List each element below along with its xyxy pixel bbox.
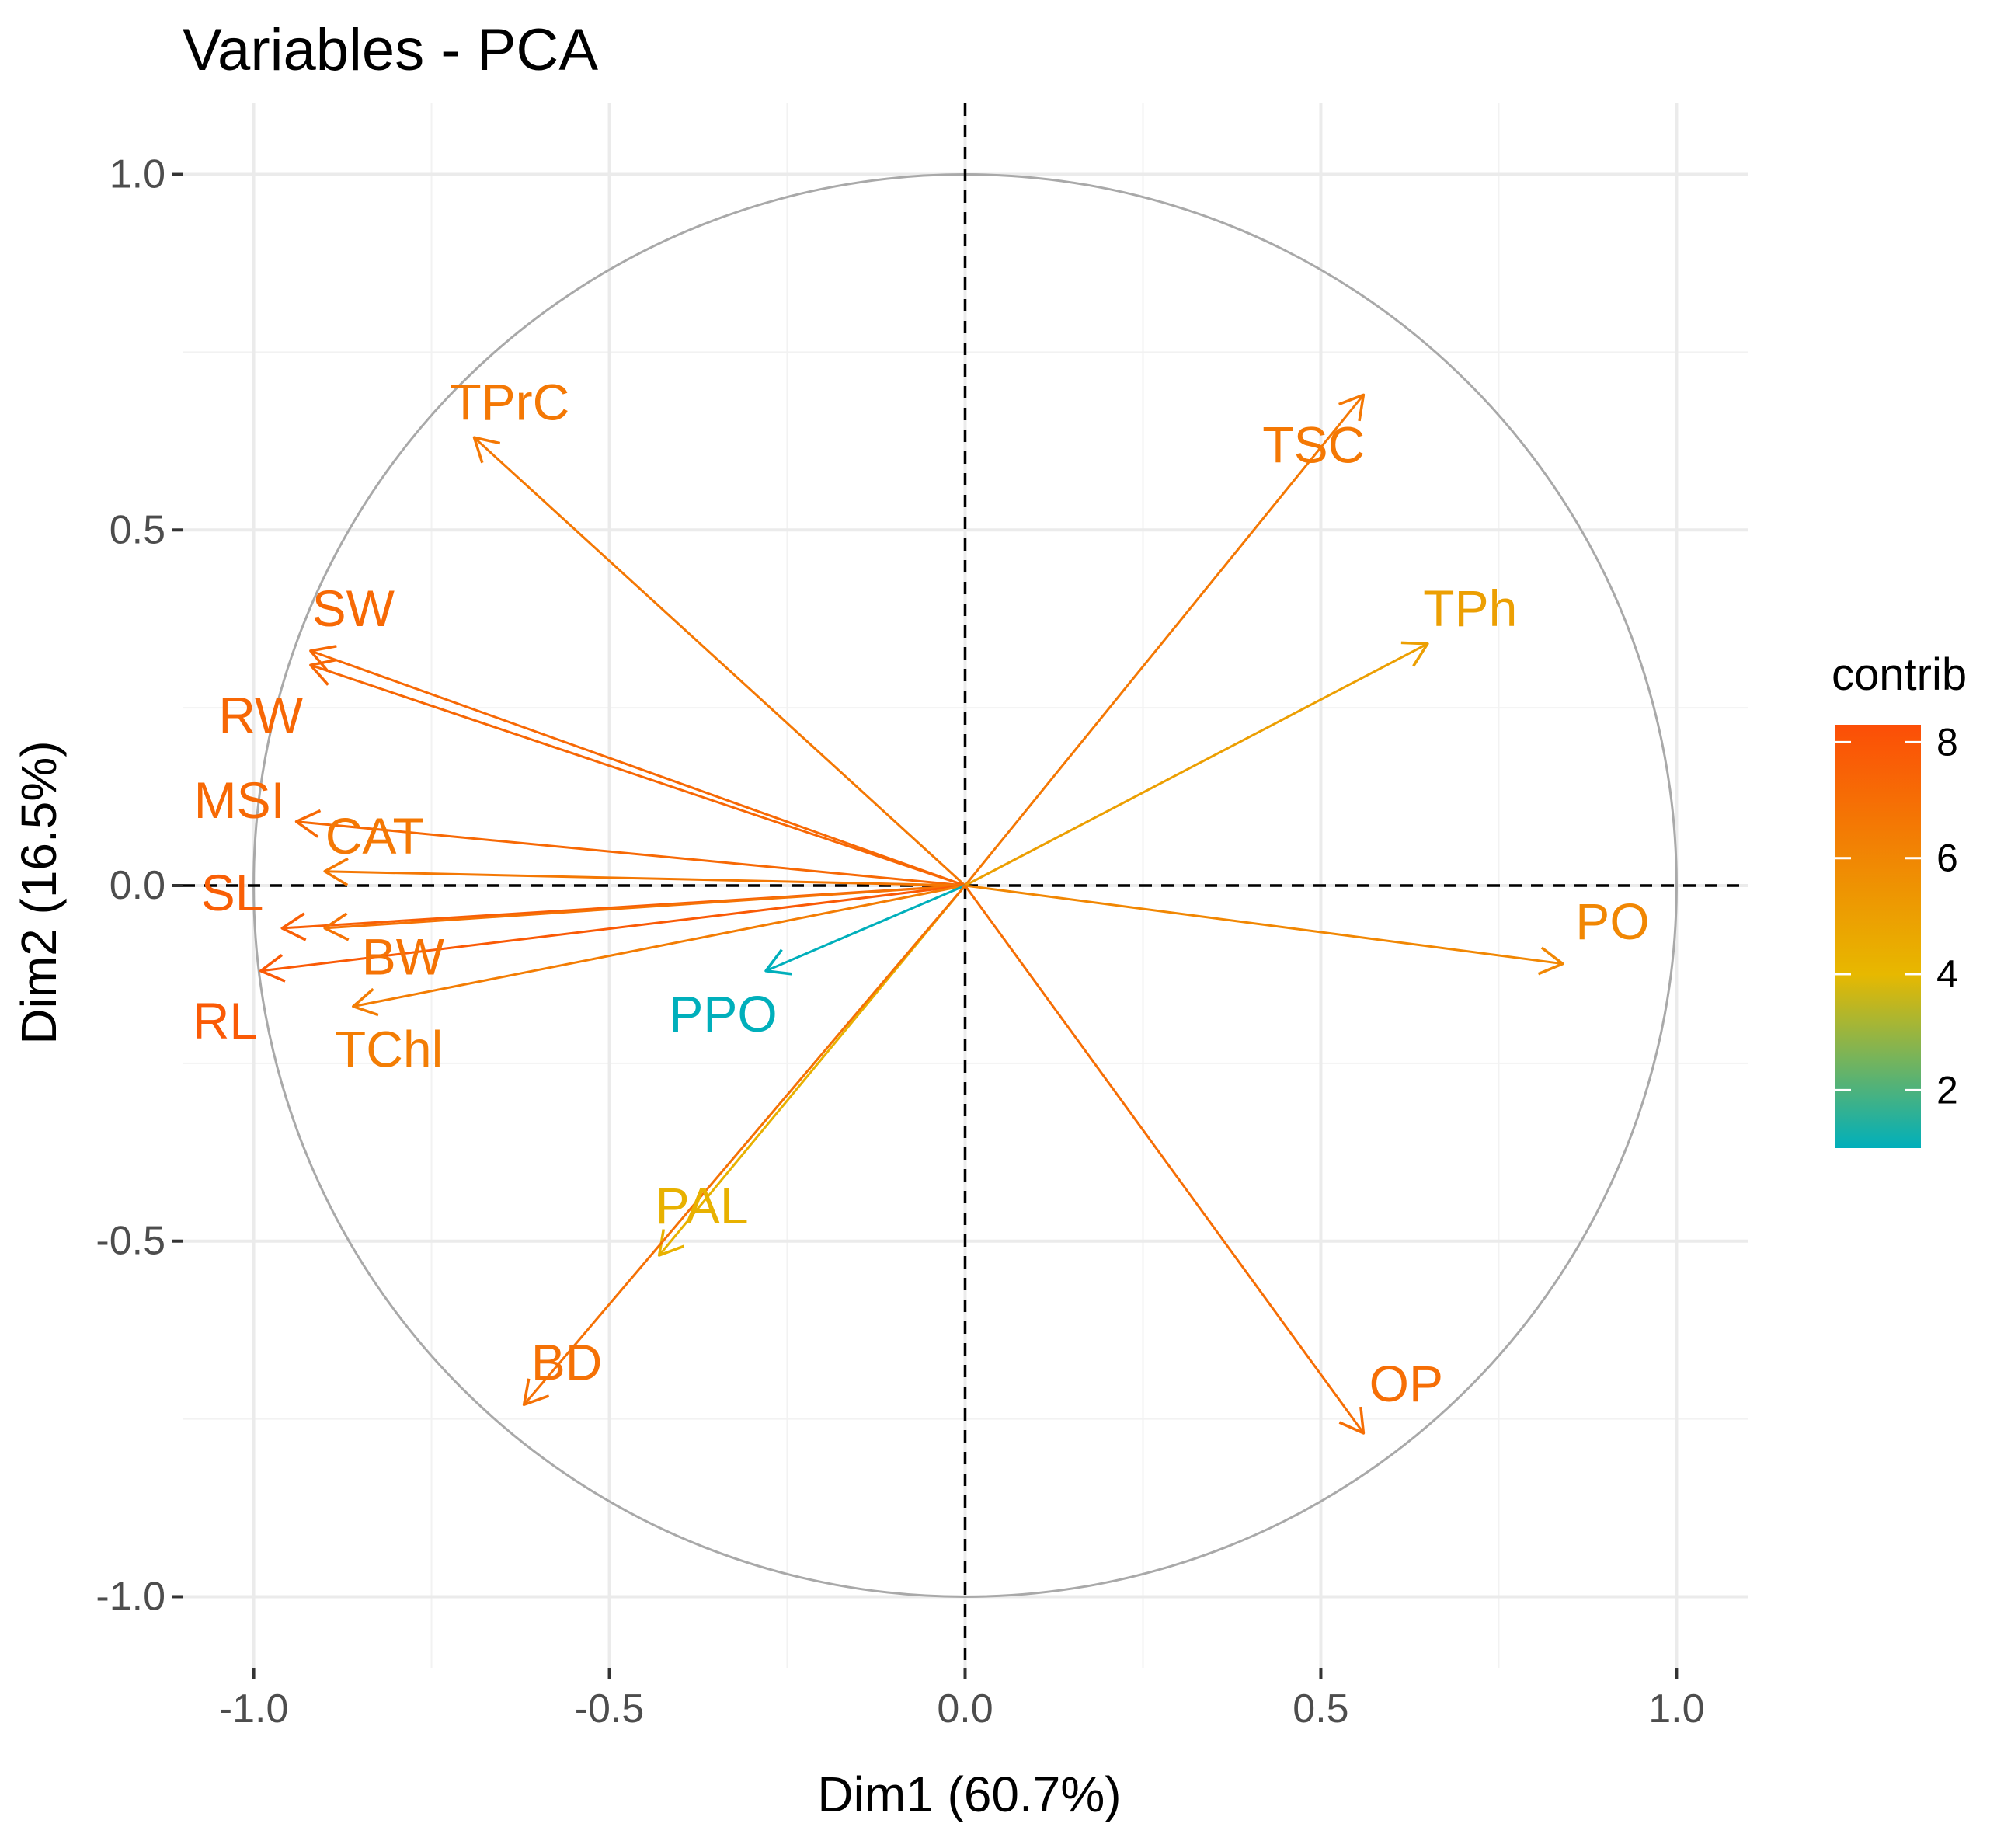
arrowhead-tchl <box>352 987 379 1017</box>
arrowhead-rw <box>309 658 337 686</box>
arrowhead-bd <box>522 1378 550 1407</box>
arrow-tchl <box>353 884 965 1008</box>
label-msi: MSI <box>194 771 285 829</box>
arrow-tsc <box>964 394 1365 886</box>
label-tprc: TPrC <box>450 373 569 430</box>
arrow-tph <box>964 642 1428 887</box>
x-tick-label: -0.5 <box>575 1686 645 1731</box>
chart-title: Variables - PCA <box>183 17 598 83</box>
label-tph: TPh <box>1423 579 1517 637</box>
label-op: OP <box>1369 1355 1443 1412</box>
y-axis-ticks: 1.0 0.5 0.0 -0.5 -1.0 <box>96 152 183 1619</box>
label-cat: CAT <box>325 807 424 865</box>
label-sw: SW <box>312 579 395 637</box>
y-tick-label: 0.5 <box>110 507 165 552</box>
legend-title: contrib <box>1832 649 1967 700</box>
label-po: PO <box>1575 893 1649 950</box>
arrowhead-rl <box>259 954 286 983</box>
y-tick-label: -1.0 <box>96 1574 165 1619</box>
y-tick-label: 1.0 <box>110 152 165 197</box>
x-tick-label: 1.0 <box>1648 1686 1704 1731</box>
label-tsc: TSC <box>1262 416 1365 473</box>
x-tick-label: 0.0 <box>937 1686 993 1731</box>
arrowhead-tsc <box>1338 393 1366 422</box>
contrib-legend: contrib 8 6 4 2 <box>1832 649 1967 1148</box>
legend-color-bar <box>1835 725 1921 1148</box>
label-rw: RW <box>218 686 303 743</box>
arrowhead-pal <box>657 1229 685 1257</box>
legend-ticks: 8 6 4 2 <box>1835 720 1958 1112</box>
x-tick-label: -1.0 <box>219 1686 289 1731</box>
y-axis-title: Dim2 (16.5%) <box>11 740 67 1044</box>
y-tick-label: 0.0 <box>110 863 165 908</box>
arrow-cat <box>325 870 965 887</box>
arrowhead-cat <box>323 857 349 886</box>
x-axis-title: Dim1 (60.7%) <box>817 1766 1121 1822</box>
x-axis-ticks: -1.0 -0.5 0.0 0.5 1.0 <box>219 1668 1705 1731</box>
arrow-rw <box>310 663 965 887</box>
y-tick-label: -0.5 <box>96 1219 165 1264</box>
label-sl: SL <box>201 864 264 921</box>
arrow-op <box>964 885 1365 1434</box>
variable-arrows <box>259 393 1564 1435</box>
legend-tick-label: 8 <box>1936 720 1958 764</box>
legend-tick-label: 2 <box>1936 1068 1958 1112</box>
arrowhead-sw <box>309 645 337 672</box>
arrow-sw <box>310 649 966 887</box>
arrow-ppo <box>765 884 966 973</box>
arrowhead-po <box>1537 946 1564 976</box>
arrowhead-sl <box>280 912 307 941</box>
arrow-tprc <box>473 437 966 887</box>
arrow-bd <box>523 885 966 1406</box>
legend-tick-label: 6 <box>1936 837 1958 880</box>
arrowhead-ppo <box>764 948 793 976</box>
label-bd: BD <box>531 1333 603 1390</box>
label-pal: PAL <box>656 1177 749 1234</box>
label-rl: RL <box>193 992 258 1049</box>
legend-tick-label: 4 <box>1936 952 1958 996</box>
arrowhead-tprc <box>472 436 501 464</box>
arrow-msi <box>296 820 965 887</box>
label-ppo: PPO <box>669 985 777 1042</box>
arrow-po <box>965 884 1564 966</box>
label-bw: BW <box>362 928 445 986</box>
arrowhead-msi <box>294 809 322 838</box>
arrowhead-tph <box>1400 641 1429 667</box>
arrowhead-bw <box>323 912 350 941</box>
arrowhead-op <box>1338 1406 1366 1435</box>
arrow-bw <box>325 884 965 930</box>
label-tchl: TChl <box>335 1021 443 1078</box>
arrow-rl <box>260 884 965 973</box>
x-tick-label: 0.5 <box>1293 1686 1348 1731</box>
